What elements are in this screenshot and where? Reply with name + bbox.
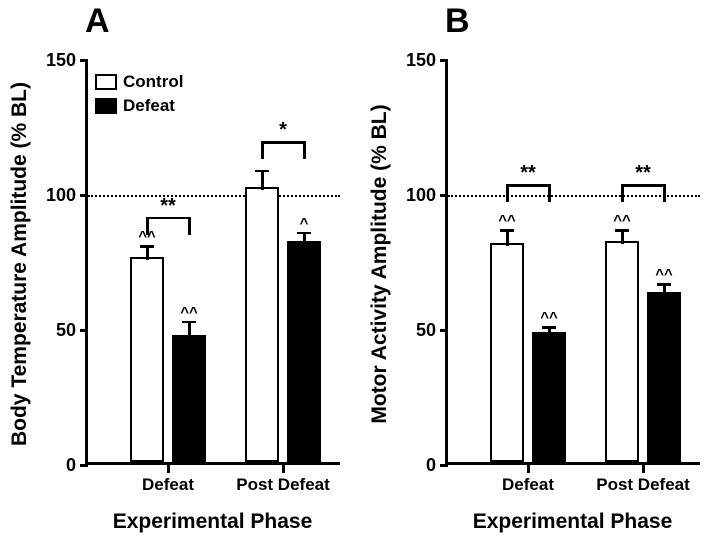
- panel-B: B 0 50 100 150 DefeatPost Defeat ^^ ^^ ^^ ^^ ** ** M…: [360, 0, 720, 546]
- bar: [490, 243, 524, 462]
- error-cap: [500, 229, 514, 232]
- significance-hat: ^^: [644, 266, 684, 283]
- y-tick-label: 50: [396, 320, 436, 341]
- y-tick-label: 0: [396, 455, 436, 476]
- bar: [532, 332, 566, 462]
- error-cap: [140, 245, 154, 248]
- error-bar: [506, 230, 509, 246]
- reference-line: [88, 195, 340, 197]
- error-bar: [621, 230, 624, 244]
- error-bar: [188, 322, 191, 338]
- significance-hat: ^^: [169, 304, 209, 321]
- bar: [172, 335, 206, 462]
- panel-A: A050100150DefeatPost Defeat^^^^^***Body …: [0, 0, 360, 546]
- x-tick: [527, 465, 530, 473]
- sig-bracket-drop: [303, 141, 306, 159]
- y-tick: [440, 464, 448, 467]
- significance-hat: ^: [284, 215, 324, 232]
- sig-label: **: [503, 162, 553, 185]
- error-cap: [615, 229, 629, 232]
- error-cap: [297, 232, 311, 235]
- bar: [245, 187, 279, 462]
- significance-hat: ^^: [602, 212, 642, 229]
- y-tick-label: 150: [396, 50, 436, 71]
- category-label: Defeat: [108, 475, 228, 495]
- legend-swatch: [95, 98, 117, 114]
- error-cap: [542, 326, 556, 329]
- y-tick: [440, 329, 448, 332]
- category-label: Post Defeat: [223, 475, 343, 495]
- sig-label: *: [258, 119, 308, 142]
- y-axis-label: Motor Activity Amplitude (% BL): [368, 64, 392, 464]
- sig-bracket-drop: [188, 217, 191, 235]
- error-bar: [663, 284, 666, 295]
- error-cap: [182, 321, 196, 324]
- error-bar: [261, 171, 264, 190]
- figure: A050100150DefeatPost Defeat^^^^^***Body …: [0, 0, 720, 546]
- legend-label: Defeat: [123, 96, 175, 116]
- y-tick: [80, 464, 88, 467]
- sig-label: **: [618, 162, 668, 185]
- significance-hat: ^^: [487, 212, 527, 229]
- plot-area: 050100150DefeatPost Defeat^^^^^^^^****: [445, 60, 700, 465]
- x-axis-label: Experimental Phase: [85, 510, 340, 534]
- sig-bracket-drop: [621, 184, 624, 202]
- y-axis-label: Body Temperature Amplitude (% BL): [8, 64, 32, 464]
- y-tick-label: 50: [36, 320, 76, 341]
- sig-bracket-drop: [506, 184, 509, 202]
- y-tick: [440, 194, 448, 197]
- y-tick: [80, 194, 88, 197]
- y-tick: [440, 59, 448, 62]
- x-tick: [642, 465, 645, 473]
- legend-label: Control: [123, 72, 183, 92]
- sig-bracket-drop: [261, 141, 264, 159]
- y-tick: [80, 329, 88, 332]
- legend: Control Defeat: [95, 72, 245, 132]
- sig-label: **: [143, 195, 193, 218]
- x-axis-label: Experimental Phase: [445, 510, 700, 534]
- bar: [287, 241, 321, 462]
- significance-hat: ^^: [529, 309, 569, 326]
- legend-swatch: [95, 74, 117, 90]
- y-tick-label: 100: [396, 185, 436, 206]
- sig-bracket-drop: [548, 184, 551, 202]
- y-tick-label: 0: [36, 455, 76, 476]
- x-tick: [282, 465, 285, 473]
- sig-bracket-drop: [146, 217, 149, 235]
- panel-label: A: [85, 2, 110, 41]
- error-bar: [303, 233, 306, 244]
- category-label: Defeat: [468, 475, 588, 495]
- y-tick-label: 150: [36, 50, 76, 71]
- panel-label: B: [445, 2, 470, 41]
- error-bar: [146, 246, 149, 260]
- bar: [605, 241, 639, 462]
- legend-item: Defeat: [95, 96, 175, 116]
- x-tick: [167, 465, 170, 473]
- category-label: Post Defeat: [583, 475, 703, 495]
- y-tick-label: 100: [36, 185, 76, 206]
- legend-item: Control: [95, 72, 183, 92]
- error-cap: [657, 283, 671, 286]
- bar: [130, 257, 164, 462]
- bar: [647, 292, 681, 462]
- y-tick: [80, 59, 88, 62]
- sig-bracket-drop: [663, 184, 666, 202]
- error-cap: [255, 170, 269, 173]
